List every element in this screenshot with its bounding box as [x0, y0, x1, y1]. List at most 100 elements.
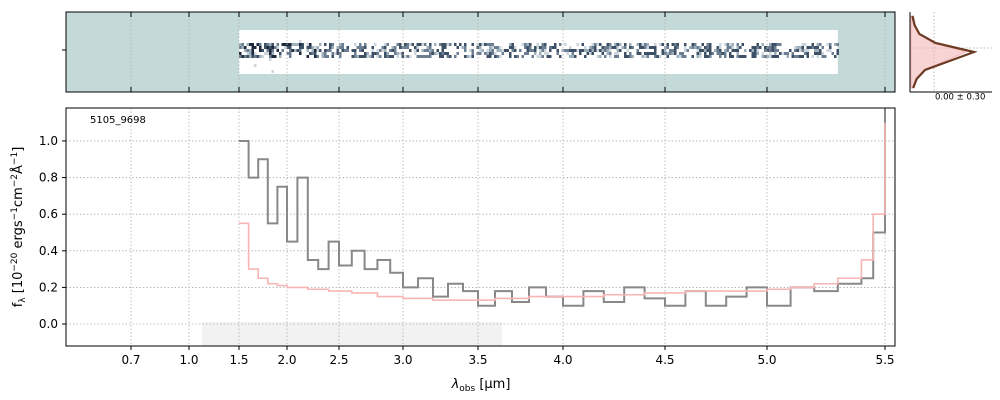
trace-pixel: [514, 49, 517, 52]
plot-frame: [65, 107, 896, 347]
trace-pixel: [409, 49, 412, 52]
trace-pixel: [526, 43, 529, 46]
trace-pixel: [411, 43, 414, 46]
trace-pixel: [641, 55, 644, 58]
trace-pixel: [336, 52, 339, 55]
trace-pixel: [584, 49, 587, 52]
trace-pixel: [329, 46, 332, 49]
x-tick-label: 1.5: [229, 353, 248, 367]
trace-pixel: [619, 43, 622, 46]
trace-pixel: [306, 43, 309, 46]
trace-pixel: [616, 55, 619, 58]
trace-pixel: [384, 46, 387, 49]
trace-pixel: [364, 55, 367, 58]
trace-pixel: [409, 55, 412, 58]
series-model-spectrum: [239, 122, 886, 302]
trace-pixel: [384, 52, 387, 55]
trace-pixel: [341, 49, 344, 52]
trace-pixel: [269, 49, 272, 52]
trace-pixel: [479, 43, 482, 46]
trace-pixel: [266, 52, 269, 55]
trace-pixel: [399, 46, 402, 49]
trace-pixel: [719, 49, 722, 52]
trace-pixel: [294, 49, 297, 52]
trace-pixel: [836, 49, 839, 52]
trace-pixel: [359, 49, 362, 52]
trace-pixel: [761, 55, 764, 58]
trace-pixel: [434, 52, 437, 55]
trace-pixel: [399, 52, 402, 55]
trace-pixel: [254, 64, 257, 67]
trace-pixel: [669, 52, 672, 55]
trace-pixel: [684, 49, 687, 52]
trace-pixel: [564, 43, 567, 46]
trace-pixel: [436, 49, 439, 52]
y-axis-ticks: 0.0 0.2 0.4 0.6 0.8 1.0: [39, 134, 66, 331]
y-label-exp1: −20: [10, 252, 20, 271]
trace-pixel: [601, 49, 604, 52]
trace-pixel: [671, 43, 674, 46]
trace-pixel: [641, 43, 644, 46]
trace-pixel: [679, 55, 682, 58]
trace-pixel: [724, 49, 727, 52]
trace-pixel: [246, 55, 249, 58]
trace-pixel: [391, 46, 394, 49]
trace-pixel: [636, 43, 639, 46]
trace-pixel: [691, 43, 694, 46]
trace-pixel: [414, 49, 417, 52]
trace-pixel: [241, 46, 244, 49]
trace-pixel: [329, 49, 332, 52]
trace-pixel: [329, 43, 332, 46]
trace-pixel: [429, 49, 432, 52]
trace-pixel: [479, 52, 482, 55]
trace-pixel: [614, 55, 617, 58]
trace-pixel: [684, 46, 687, 49]
trace-pixel: [554, 43, 557, 46]
trace-pixel: [646, 55, 649, 58]
trace-pixel: [831, 52, 834, 55]
spatial-profile-line: [911, 15, 978, 89]
trace-pixel: [251, 55, 254, 58]
trace-pixel: [736, 55, 739, 58]
trace-pixel: [646, 52, 649, 55]
trace-pixel: [269, 43, 272, 46]
trace-pixel: [736, 49, 739, 52]
trace-pixel: [819, 49, 822, 52]
trace-pixel: [819, 52, 822, 55]
trace-pixel: [769, 52, 772, 55]
trace-pixel: [401, 55, 404, 58]
trace-pixel: [456, 46, 459, 49]
trace-pixel: [834, 43, 837, 46]
trace-pixel: [311, 52, 314, 55]
trace-pixel: [386, 52, 389, 55]
trace-pixel: [394, 46, 397, 49]
trace-pixel: [299, 52, 302, 55]
trace-pixel: [331, 52, 334, 55]
trace-pixel: [366, 52, 369, 55]
trace-pixel: [376, 55, 379, 58]
trace-pixel: [676, 43, 679, 46]
trace-pixel: [464, 55, 467, 58]
trace-pixel: [711, 52, 714, 55]
trace-pixel: [276, 43, 279, 46]
trace-pixel: [301, 43, 304, 46]
trace-pixel: [324, 55, 327, 58]
spectrum-2d-trace: [239, 30, 839, 74]
trace-pixel: [424, 55, 427, 58]
trace-pixel: [736, 52, 739, 55]
trace-pixel: [321, 55, 324, 58]
trace-pixel: [274, 55, 277, 58]
trace-pixel: [454, 55, 457, 58]
trace-pixel: [796, 46, 799, 49]
trace-pixel: [359, 46, 362, 49]
trace-pixel: [799, 49, 802, 52]
y-label-exp3: −2: [10, 174, 20, 187]
trace-pixel: [644, 55, 647, 58]
trace-pixel: [779, 43, 782, 46]
trace-pixel: [756, 52, 759, 55]
trace-pixel: [594, 46, 597, 49]
trace-pixel: [606, 43, 609, 46]
trace-pixel: [289, 46, 292, 49]
trace-pixel: [441, 43, 444, 46]
trace-pixel: [541, 49, 544, 52]
